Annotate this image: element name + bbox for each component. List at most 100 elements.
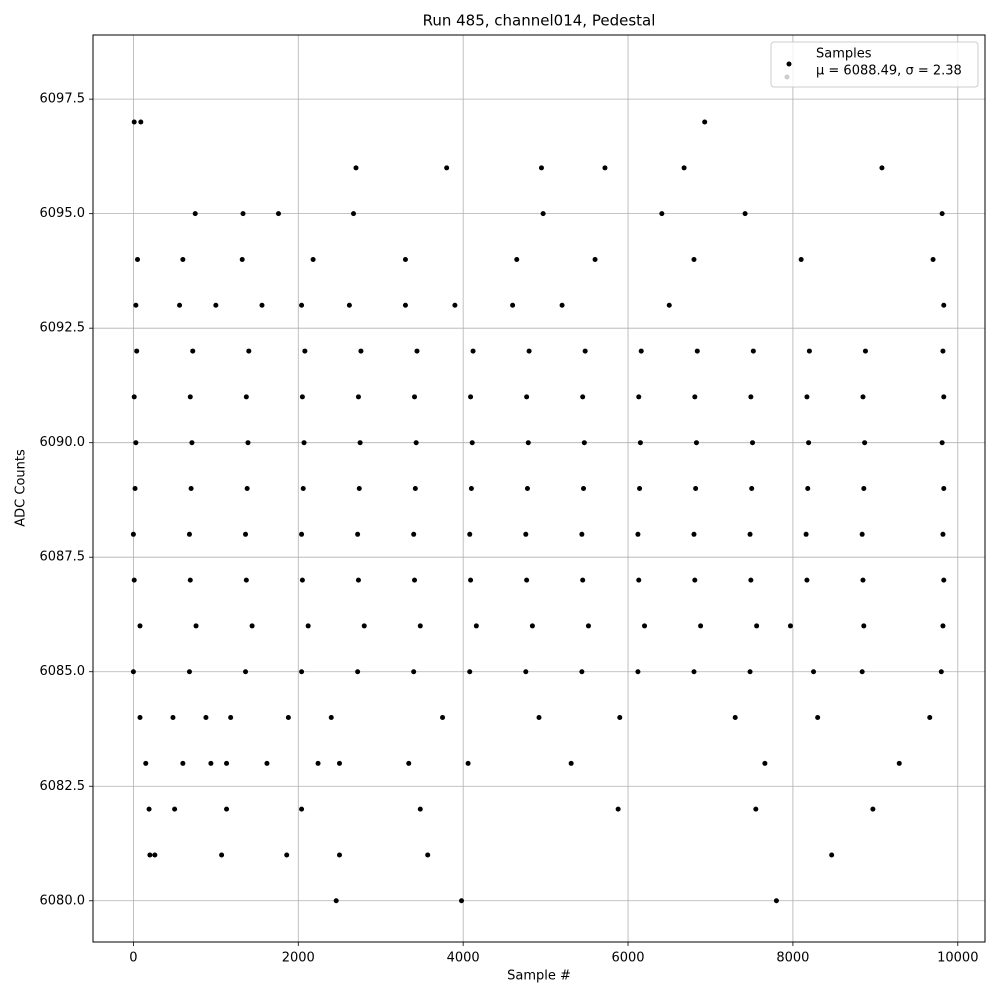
sample-point — [859, 531, 865, 537]
sample-point — [523, 669, 529, 675]
sample-point — [804, 394, 810, 400]
sample-point — [538, 165, 544, 171]
sample-point — [299, 531, 305, 537]
sample-point — [773, 898, 779, 904]
sample-point — [896, 760, 902, 766]
sample-point — [693, 440, 699, 446]
sample-point — [355, 669, 361, 675]
sample-point — [806, 440, 812, 446]
sample-point — [870, 806, 876, 812]
sample-point — [219, 852, 225, 858]
sample-point — [702, 119, 708, 125]
x-axis-label: Sample # — [507, 969, 571, 984]
sample-point — [940, 623, 946, 629]
sample-point — [694, 348, 700, 354]
sample-point — [467, 669, 473, 675]
sample-point — [417, 623, 423, 629]
sample-point — [353, 165, 359, 171]
sample-point — [749, 486, 755, 491]
sample-point — [361, 623, 367, 629]
sample-point — [941, 577, 947, 583]
sample-point — [940, 348, 946, 354]
points — [130, 119, 947, 904]
sample-point — [406, 760, 412, 766]
sample-point — [240, 211, 246, 217]
sample-point — [927, 715, 933, 721]
sample-point — [510, 302, 516, 308]
y-tick-label: 6085.0 — [40, 664, 86, 679]
sample-point — [180, 256, 186, 262]
sample-point — [440, 715, 446, 721]
sample-point — [301, 440, 307, 446]
sample-point — [190, 348, 196, 354]
sample-point — [568, 760, 574, 766]
sample-point — [465, 760, 471, 766]
y-axis-label: ADC Counts — [14, 449, 29, 527]
sample-point — [239, 256, 245, 262]
sample-point — [188, 486, 194, 491]
sample-point — [137, 715, 143, 721]
sample-point — [131, 119, 137, 125]
sample-point — [754, 623, 760, 629]
legend-label: Samples — [816, 47, 872, 62]
legend-marker — [786, 61, 792, 67]
sample-point — [829, 852, 835, 858]
sample-point — [659, 211, 665, 217]
sample-point — [691, 256, 697, 262]
sample-point — [402, 256, 408, 262]
y-tick-label: 6087.5 — [40, 550, 86, 565]
sample-point — [413, 440, 419, 446]
sample-point — [692, 394, 698, 400]
sample-point — [444, 165, 450, 171]
sample-point — [642, 623, 648, 629]
sample-point — [637, 486, 643, 491]
sample-point — [203, 715, 209, 721]
sample-point — [328, 715, 334, 721]
sample-point — [638, 348, 644, 354]
sample-point — [243, 577, 249, 583]
sample-point — [133, 440, 139, 446]
sample-point — [228, 715, 234, 721]
sample-point — [524, 394, 530, 400]
sample-point — [681, 165, 687, 171]
sample-point — [299, 806, 305, 812]
legend: Samples μ = 6088.49, σ = 2.38 — [770, 41, 979, 88]
sample-point — [579, 531, 585, 537]
y-tick-label: 6092.5 — [40, 321, 86, 336]
sample-point — [473, 623, 479, 629]
sample-point — [941, 486, 947, 491]
sample-point — [189, 440, 195, 446]
sample-point — [930, 256, 936, 262]
sample-point — [941, 302, 947, 308]
sample-point — [302, 348, 308, 354]
sample-point — [750, 440, 756, 446]
sample-point — [581, 486, 587, 491]
sample-point — [540, 211, 546, 217]
sample-point — [798, 256, 804, 262]
sample-point — [860, 577, 866, 583]
sample-point — [523, 531, 529, 537]
y-tick-label: 6097.5 — [40, 92, 86, 107]
sample-point — [693, 486, 699, 491]
sample-point — [305, 623, 311, 629]
sample-point — [187, 394, 193, 400]
sample-point — [592, 256, 598, 262]
sample-point — [264, 760, 270, 766]
sample-point — [468, 486, 474, 491]
grid — [93, 35, 985, 942]
sample-point — [402, 302, 408, 308]
sample-point — [243, 531, 249, 537]
sample-point — [285, 715, 291, 721]
sample-point — [243, 394, 249, 400]
sample-point — [152, 852, 158, 858]
sample-point — [861, 623, 867, 629]
sample-point — [691, 669, 697, 675]
sample-point — [861, 486, 867, 491]
sample-point — [859, 669, 865, 675]
sample-point — [524, 486, 530, 491]
sample-point — [581, 440, 587, 446]
sample-point — [346, 302, 352, 308]
sample-point — [358, 348, 364, 354]
sample-point — [170, 715, 176, 721]
